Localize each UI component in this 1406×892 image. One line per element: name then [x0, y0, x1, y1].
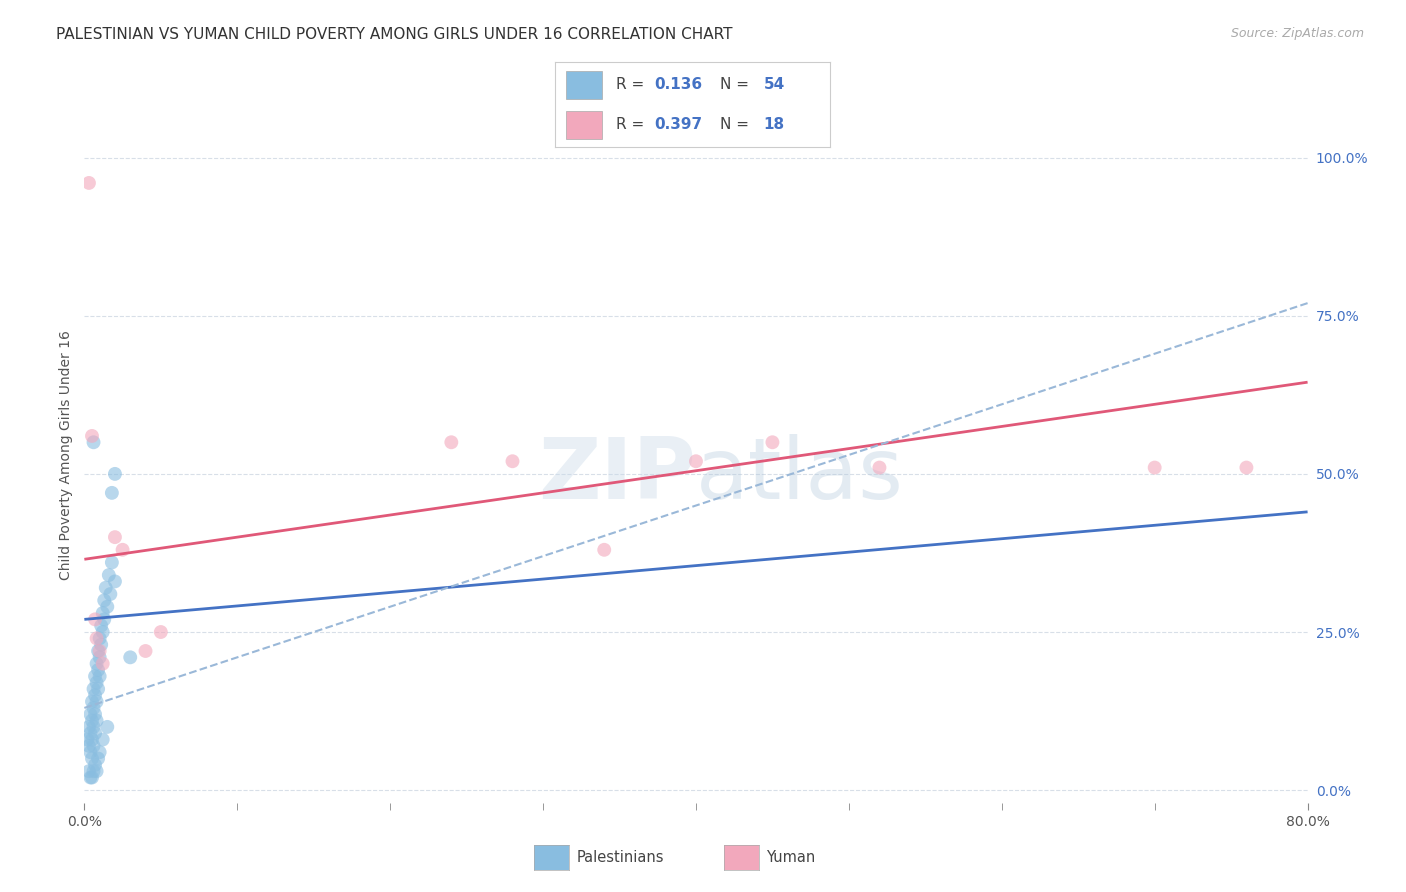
Point [90, 638, 112, 652]
Point [83, 764, 105, 779]
Point [80, 771, 103, 785]
Point [77, 764, 100, 779]
Point [80, 751, 103, 765]
Point [91, 657, 114, 671]
Point [86, 714, 108, 728]
Point [104, 530, 127, 544]
Point [869, 460, 891, 475]
Point [80, 714, 103, 728]
Point [94, 581, 117, 595]
Point [84, 669, 107, 683]
Point [80, 429, 103, 443]
Point [83, 720, 105, 734]
Point [86, 764, 108, 779]
Text: Yuman: Yuman [766, 850, 815, 864]
Text: 54: 54 [763, 77, 785, 92]
Text: atlas: atlas [696, 434, 904, 517]
Point [96, 720, 118, 734]
Point [91, 732, 114, 747]
Point [86, 675, 108, 690]
Text: ZIP: ZIP [538, 434, 696, 517]
Point [84, 726, 107, 740]
Point [84, 612, 107, 626]
Point [79, 726, 101, 740]
Point [80, 695, 103, 709]
Text: PALESTINIAN VS YUMAN CHILD POVERTY AMONG GIRLS UNDER 16 CORRELATION CHART: PALESTINIAN VS YUMAN CHILD POVERTY AMONG… [56, 27, 733, 42]
Point [91, 625, 114, 640]
Point [502, 454, 524, 468]
Point [86, 695, 108, 709]
Point [93, 612, 115, 626]
Point [76, 732, 98, 747]
Point [104, 574, 127, 589]
Text: N =: N = [720, 77, 749, 92]
Point [96, 599, 118, 614]
Point [84, 707, 107, 722]
FancyBboxPatch shape [567, 71, 602, 99]
Point [440, 435, 463, 450]
Point [79, 745, 101, 759]
Point [84, 688, 107, 702]
Point [593, 542, 616, 557]
Point [86, 657, 108, 671]
Point [1143, 460, 1166, 475]
Point [86, 632, 108, 646]
Point [89, 669, 111, 683]
Point [101, 556, 124, 570]
Text: 0.136: 0.136 [654, 77, 702, 92]
Point [97, 568, 120, 582]
Point [77, 176, 100, 190]
Point [87, 644, 110, 658]
Point [77, 720, 100, 734]
Point [1234, 460, 1257, 475]
Text: 18: 18 [763, 117, 785, 132]
Point [149, 625, 172, 640]
Point [83, 681, 105, 696]
Point [79, 707, 101, 722]
Point [87, 663, 110, 677]
Point [90, 618, 112, 632]
Point [685, 454, 707, 468]
Point [104, 467, 127, 481]
FancyBboxPatch shape [567, 111, 602, 139]
Point [87, 751, 110, 765]
Point [98, 587, 121, 601]
Point [83, 739, 105, 753]
Point [83, 435, 105, 450]
Point [83, 701, 105, 715]
Point [135, 644, 157, 658]
Y-axis label: Child Poverty Among Girls Under 16: Child Poverty Among Girls Under 16 [59, 330, 73, 580]
Point [80, 732, 103, 747]
Point [120, 650, 142, 665]
Text: Source: ZipAtlas.com: Source: ZipAtlas.com [1230, 27, 1364, 40]
Point [77, 739, 100, 753]
Point [93, 593, 115, 607]
Point [89, 644, 111, 658]
Text: 0.397: 0.397 [654, 117, 702, 132]
Point [91, 606, 114, 620]
Point [89, 650, 111, 665]
Point [89, 632, 111, 646]
Point [79, 771, 101, 785]
Text: R =: R = [616, 77, 644, 92]
Point [87, 681, 110, 696]
Text: R =: R = [616, 117, 644, 132]
Text: Palestinians: Palestinians [576, 850, 664, 864]
Point [89, 745, 111, 759]
Point [761, 435, 783, 450]
Point [101, 486, 124, 500]
Point [84, 757, 107, 772]
Text: N =: N = [720, 117, 749, 132]
Point [111, 542, 134, 557]
